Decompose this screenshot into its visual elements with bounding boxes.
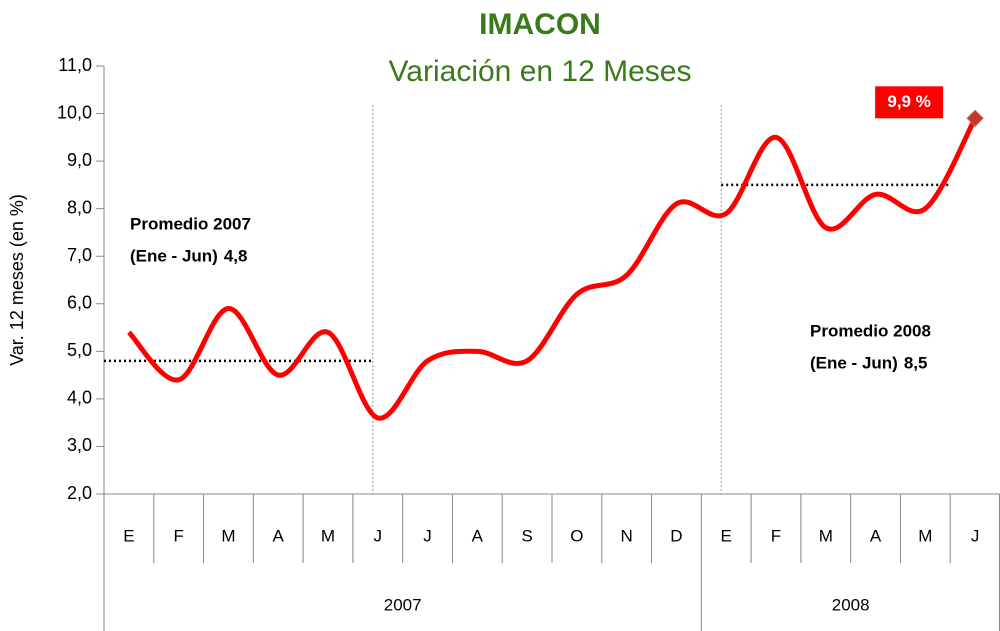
x-tick-label: J [374,526,383,545]
x-tick-label: M [221,526,235,545]
average-value: 4,8 [224,246,248,265]
series-line [127,117,978,421]
y-tick-label: 8,0 [67,197,92,217]
y-tick-label: 4,0 [67,388,92,408]
x-tick-label: J [971,526,980,545]
x-tick-label: F [173,526,183,545]
y-tick-label: 2,0 [67,483,92,503]
average-period: (Ene - Jun) [130,246,218,265]
x-tick-label: A [273,526,285,545]
average-title: Promedio 2007 [130,214,251,233]
average-value: 8,5 [904,353,928,372]
y-tick-label: 3,0 [67,435,92,455]
x-tick-label: O [570,526,583,545]
x-tick-label: E [123,526,134,545]
x-tick-label: N [621,526,633,545]
y-tick-label: 6,0 [67,293,92,313]
y-tick-label: 7,0 [67,245,92,265]
year-label: 2008 [832,595,870,614]
data-label: 9,9 % [887,92,930,111]
x-tick-label: M [321,526,335,545]
x-tick-label: F [771,526,781,545]
average-title: Promedio 2008 [810,321,931,340]
x-tick-label: S [521,526,532,545]
x-tick-label: E [721,526,732,545]
average-period: (Ene - Jun) [810,353,898,372]
y-axis-label: Var. 12 meses (en %) [7,194,27,366]
x-tick-label: A [472,526,484,545]
x-tick-label: D [670,526,682,545]
y-tick-label: 11,0 [58,55,92,75]
label-box [875,86,944,119]
chart-title: IMACON [479,8,601,41]
point-marker [966,109,984,128]
x-tick-label: M [819,526,833,545]
y-tick-label: 5,0 [67,340,92,360]
y-tick-label: 9,0 [67,150,92,170]
x-tick-label: J [423,526,432,545]
y-tick-label: 10,0 [57,102,92,122]
chart-subtitle: Variación en 12 Meses [389,55,692,88]
x-tick-label: A [870,526,882,545]
x-tick-label: M [918,526,932,545]
year-label: 2007 [384,595,422,614]
